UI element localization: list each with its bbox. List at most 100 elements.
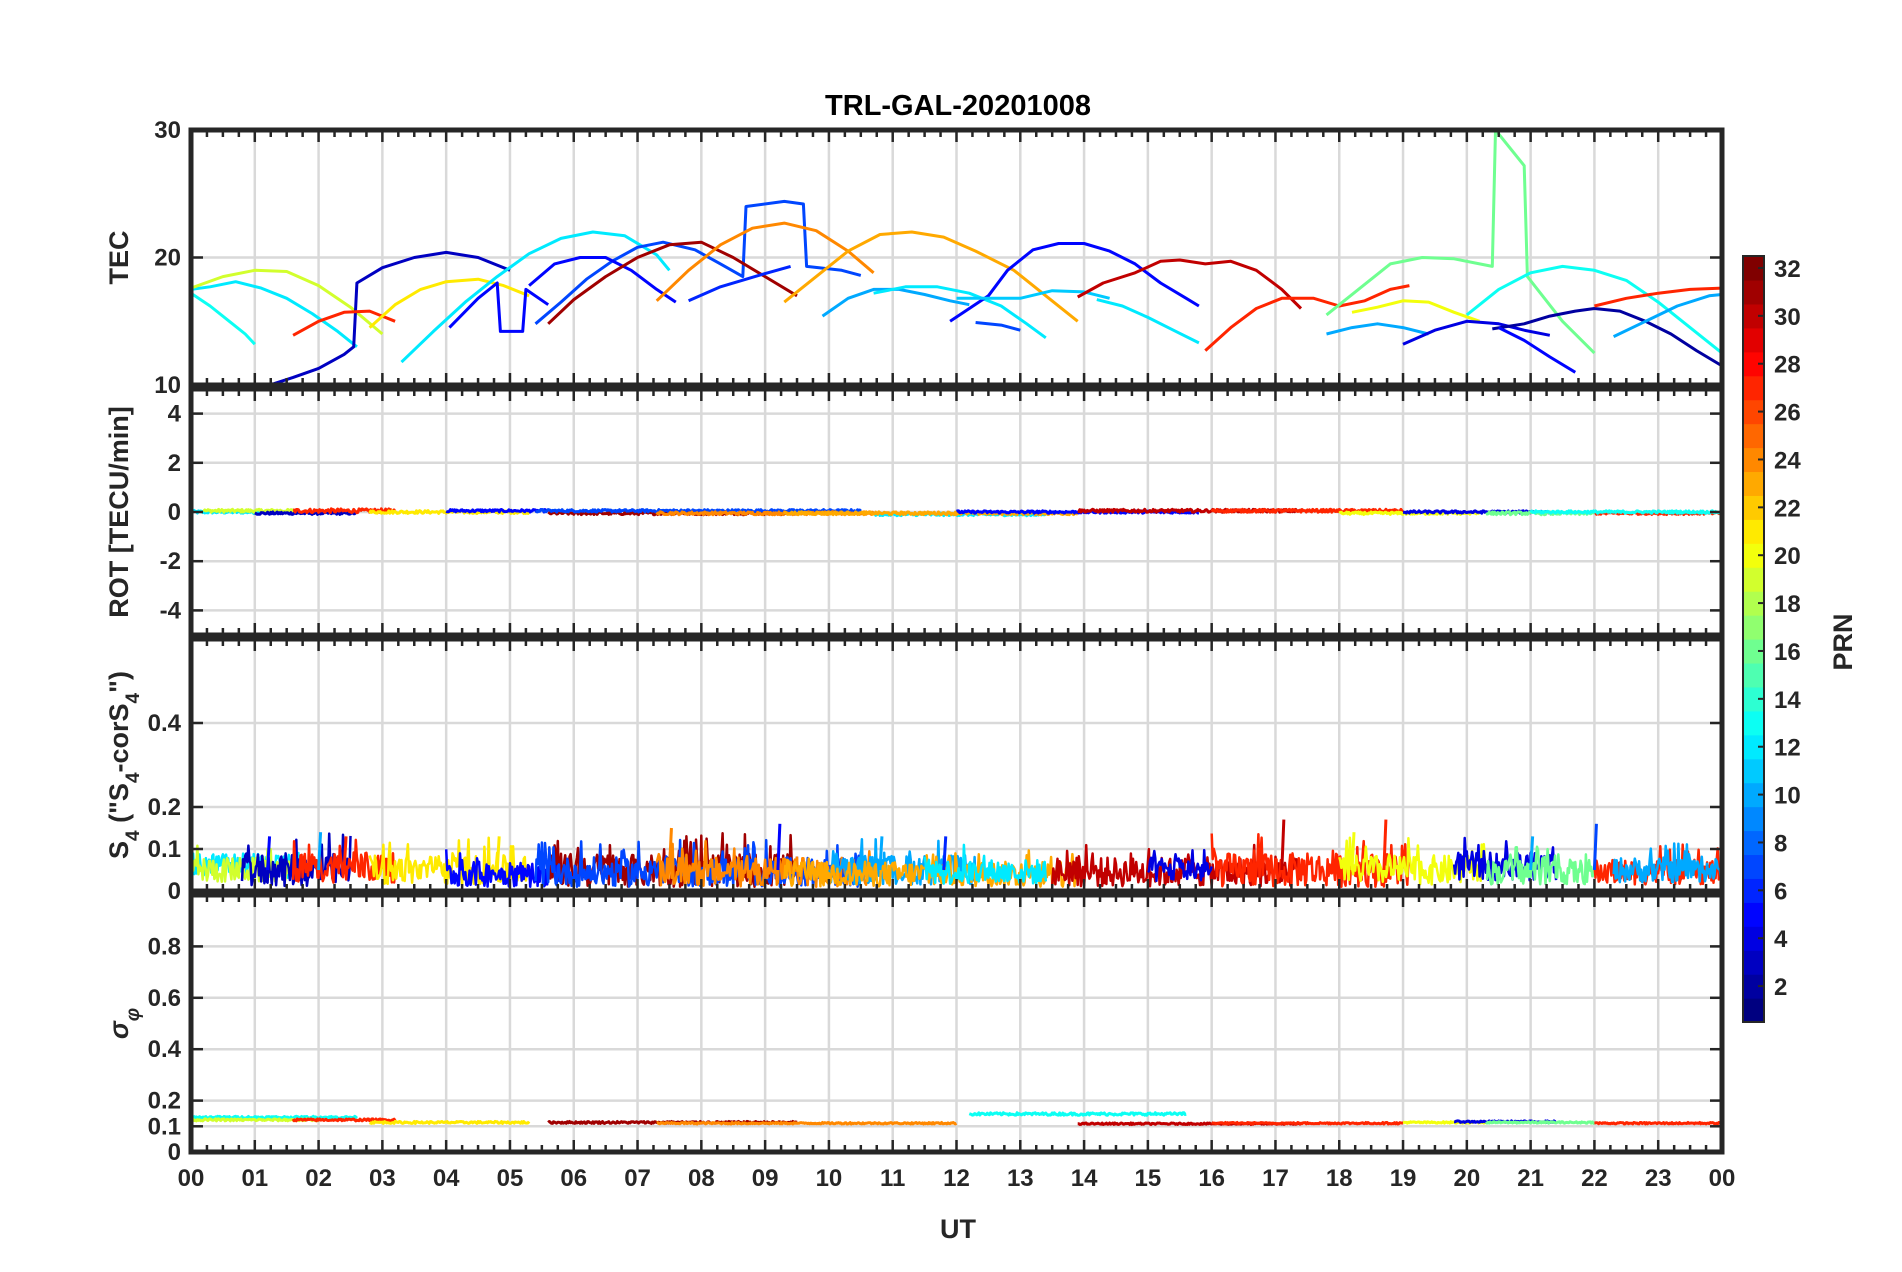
sigma_phi-series-prn-27 bbox=[291, 1117, 397, 1123]
y-tick-label: 0.1 bbox=[148, 836, 181, 863]
sigma_phi-series-prn-27 bbox=[1211, 1121, 1404, 1126]
x-tick-label: 00 bbox=[178, 1165, 205, 1192]
tec-series-prn-6 bbox=[687, 264, 792, 303]
panel-s4-data bbox=[191, 819, 1722, 889]
colorbar-swatch-prn-23 bbox=[1743, 471, 1764, 496]
y-tick-label: -2 bbox=[160, 548, 181, 575]
x-tick-label: 11 bbox=[880, 1165, 905, 1192]
tec-series-prn-12 bbox=[1096, 298, 1200, 345]
colorbar-swatch-prn-30 bbox=[1743, 303, 1764, 329]
x-tick-label: 00 bbox=[1709, 1165, 1736, 1192]
rot-series-prn-7 bbox=[535, 508, 862, 514]
rot-series-prn-19 bbox=[202, 507, 301, 514]
colorbar-swatch-prn-5 bbox=[1743, 902, 1764, 927]
colorbar-swatch-prn-27 bbox=[1743, 375, 1764, 401]
colorbar-swatch-prn-17 bbox=[1743, 615, 1764, 640]
colorbar-swatch-prn-31 bbox=[1743, 279, 1764, 305]
tec-series-prn-5 bbox=[1498, 326, 1577, 374]
colorbar-swatch-prn-2 bbox=[1743, 974, 1764, 999]
colorbar-tick-label: 22 bbox=[1774, 495, 1801, 522]
colorbar-tick-label: 18 bbox=[1774, 591, 1801, 618]
s4-spike-prn-6 bbox=[942, 836, 948, 871]
s4-spike-prn-5 bbox=[266, 836, 272, 871]
tec-series-prn-16 bbox=[1325, 130, 1596, 355]
x-tick-label: 02 bbox=[305, 1165, 332, 1192]
colorbar-swatch-prn-9 bbox=[1743, 806, 1764, 832]
y-tick-label: 4 bbox=[168, 401, 182, 428]
y-tick-label: 0 bbox=[168, 1139, 181, 1166]
colorbar-swatch-prn-28 bbox=[1743, 351, 1764, 377]
colorbar-swatch-prn-19 bbox=[1743, 567, 1764, 592]
tec-series-prn-20 bbox=[1351, 299, 1481, 323]
colorbar-swatch-prn-12 bbox=[1743, 734, 1764, 760]
colorbar-tick-label: 10 bbox=[1774, 783, 1801, 810]
colorbar-swatch-prn-4 bbox=[1743, 926, 1764, 951]
tec-series-prn-31 bbox=[547, 240, 798, 325]
colorbar-frame bbox=[1742, 255, 1765, 1023]
y-tick-label: 0.4 bbox=[148, 710, 182, 737]
s4-spike-prn-10 bbox=[1529, 836, 1535, 871]
colorbar-swatch-prn-20 bbox=[1743, 543, 1764, 568]
x-tick-label: 21 bbox=[1517, 1165, 1544, 1192]
tec-series-prn-27 bbox=[1594, 286, 1722, 308]
panel-sigma_phi-data bbox=[191, 1111, 1722, 1126]
x-tick-label: 14 bbox=[1071, 1165, 1098, 1192]
y-tick-label: 0.8 bbox=[148, 933, 181, 960]
colorbar-tick-label: 12 bbox=[1774, 735, 1801, 762]
colorbar-swatch-prn-22 bbox=[1743, 495, 1764, 520]
colorbar-tick-label: 30 bbox=[1774, 304, 1801, 331]
panel-tec: 10 20 30 TEC bbox=[104, 117, 1725, 399]
x-tick-label: 10 bbox=[816, 1165, 843, 1192]
tec-series-prn-10 bbox=[1612, 293, 1722, 338]
tec-series-prn-11 bbox=[956, 289, 1110, 300]
s4-spike-prn-27 bbox=[342, 836, 348, 871]
colorbar-tick-label: 20 bbox=[1774, 543, 1801, 570]
y-tick-label: 0 bbox=[168, 878, 181, 905]
tec-series-prn-3 bbox=[254, 250, 511, 385]
s4-spike-prn-27 bbox=[1382, 819, 1388, 871]
y-tick-label: 0.4 bbox=[148, 1036, 182, 1063]
sigma_phi-series-prn-16 bbox=[1484, 1120, 1595, 1125]
x-tick-label: 06 bbox=[560, 1165, 587, 1192]
tec-series-prn-27 bbox=[1204, 284, 1410, 352]
colorbar-swatch-prn-18 bbox=[1743, 591, 1764, 616]
x-tick-label: 19 bbox=[1390, 1165, 1417, 1192]
s4-series-prn-10 bbox=[1612, 842, 1722, 884]
x-tick-label: 22 bbox=[1581, 1165, 1608, 1192]
x-tick-label: 23 bbox=[1645, 1165, 1672, 1192]
chart-title: TRL-GAL-20201008 bbox=[825, 90, 1091, 122]
panel-s4-ticks bbox=[189, 639, 1724, 893]
x-tick-label: 13 bbox=[1007, 1165, 1034, 1192]
y-axis-label-rot: ROT [TECU/min] bbox=[104, 406, 134, 617]
tec-series-prn-10 bbox=[1326, 322, 1429, 336]
tec-series-prn-5 bbox=[528, 256, 677, 304]
colorbar-tick-label: 24 bbox=[1774, 447, 1801, 474]
colorbar-tick-label: 26 bbox=[1774, 400, 1801, 427]
colorbar-swatch-prn-32 bbox=[1743, 256, 1764, 281]
colorbar-tick-label: 16 bbox=[1774, 639, 1801, 666]
s4-series-prn-23 bbox=[783, 849, 1079, 888]
s4-spike-prn-30 bbox=[1280, 819, 1286, 871]
colorbar-label: PRN bbox=[1828, 613, 1858, 670]
sigma_phi-series-prn-27 bbox=[1594, 1121, 1722, 1126]
colorbar-swatch-prn-10 bbox=[1743, 782, 1764, 808]
s4-spike-prn-10 bbox=[317, 832, 323, 871]
sigma_phi-series-prn-13 bbox=[968, 1111, 1187, 1117]
s4-series-prn-27 bbox=[1210, 832, 1411, 888]
x-tick-label: 03 bbox=[369, 1165, 396, 1192]
panel-rot-data bbox=[191, 507, 1722, 518]
colorbar-tick-label: 4 bbox=[1774, 926, 1788, 953]
x-tick-label: 20 bbox=[1453, 1165, 1480, 1192]
x-tick-label: 16 bbox=[1198, 1165, 1225, 1192]
tec-series-prn-12 bbox=[191, 280, 358, 348]
tec-series-prn-24 bbox=[655, 221, 875, 302]
s4-series-prn-20 bbox=[1338, 836, 1488, 886]
x-tick-label: 17 bbox=[1262, 1165, 1289, 1192]
tec-series-prn-19 bbox=[191, 268, 384, 336]
rot-series-prn-13 bbox=[1529, 509, 1722, 515]
tec-series-prn-13 bbox=[1465, 264, 1722, 355]
s4-spike-prn-20 bbox=[1350, 832, 1356, 871]
